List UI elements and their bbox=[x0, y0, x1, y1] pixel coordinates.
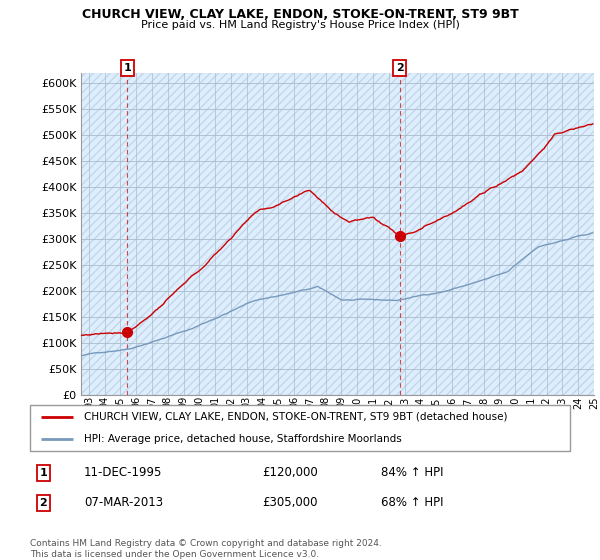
Text: CHURCH VIEW, CLAY LAKE, ENDON, STOKE-ON-TRENT, ST9 9BT: CHURCH VIEW, CLAY LAKE, ENDON, STOKE-ON-… bbox=[82, 8, 518, 21]
Text: 84% ↑ HPI: 84% ↑ HPI bbox=[381, 466, 443, 479]
Text: £305,000: £305,000 bbox=[262, 496, 318, 510]
Text: Contains HM Land Registry data © Crown copyright and database right 2024.
This d: Contains HM Land Registry data © Crown c… bbox=[30, 539, 382, 559]
Text: £120,000: £120,000 bbox=[262, 466, 318, 479]
Text: 11-DEC-1995: 11-DEC-1995 bbox=[84, 466, 163, 479]
Text: HPI: Average price, detached house, Staffordshire Moorlands: HPI: Average price, detached house, Staf… bbox=[84, 434, 402, 444]
Text: 2: 2 bbox=[40, 498, 47, 508]
Text: CHURCH VIEW, CLAY LAKE, ENDON, STOKE-ON-TRENT, ST9 9BT (detached house): CHURCH VIEW, CLAY LAKE, ENDON, STOKE-ON-… bbox=[84, 412, 508, 422]
FancyBboxPatch shape bbox=[30, 405, 570, 451]
Text: Price paid vs. HM Land Registry's House Price Index (HPI): Price paid vs. HM Land Registry's House … bbox=[140, 20, 460, 30]
Text: 1: 1 bbox=[40, 468, 47, 478]
Text: 07-MAR-2013: 07-MAR-2013 bbox=[84, 496, 163, 510]
Text: 2: 2 bbox=[395, 63, 403, 73]
Text: 68% ↑ HPI: 68% ↑ HPI bbox=[381, 496, 443, 510]
Text: 1: 1 bbox=[124, 63, 131, 73]
